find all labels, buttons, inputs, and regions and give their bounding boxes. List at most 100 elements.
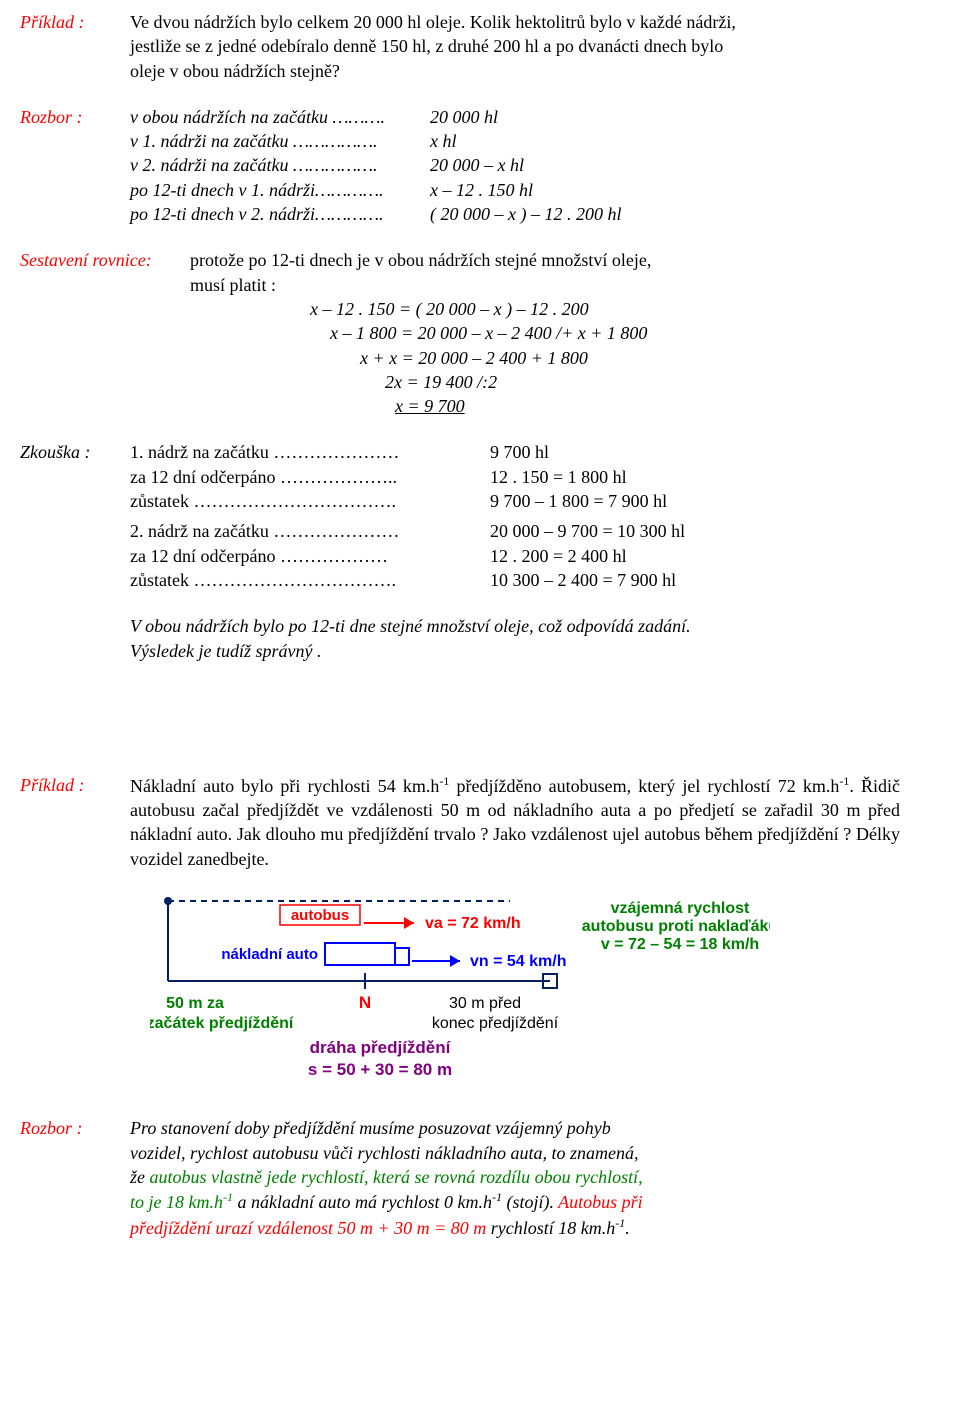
r2-l3: že autobus vlastně jede rychlostí, která… bbox=[130, 1165, 900, 1189]
rb-a: po 12-ti dnech v 2. nádrži…………. bbox=[130, 202, 430, 226]
label-rozbor-2: Rozbor : bbox=[20, 1116, 130, 1140]
r2-l4: to je 18 km.h-1 a nákladní auto má rychl… bbox=[130, 1189, 900, 1214]
dg-left2: začátek předjíždění bbox=[150, 1015, 294, 1032]
sup-2: -1 bbox=[839, 774, 849, 788]
ex2-p1a: Nákladní auto bylo při rychlosti 54 km.h bbox=[130, 776, 439, 796]
rb-a: v 2. nádrži na začátku ……………. bbox=[130, 153, 430, 177]
ex1-sestaveni-text: protože po 12-ti dnech je v obou nádržíc… bbox=[190, 248, 900, 297]
zk-line: za 12 dní odčerpáno ……………… 12 . 200 = 2 … bbox=[130, 544, 900, 568]
sup-3: -1 bbox=[223, 1190, 233, 1204]
zk-line: zůstatek ……………………………. 10 300 – 2 400 = 7… bbox=[130, 568, 900, 592]
ex2-p1b: předjížděno autobusem, který jel rychlos… bbox=[449, 776, 770, 796]
ex1-stmt2: jestliže se z jedné odebíralo denně 150 … bbox=[130, 34, 900, 58]
eq5: x = 9 700 bbox=[395, 394, 900, 418]
rb-a: v 1. nádrži na začátku ……………. bbox=[130, 129, 430, 153]
ex1-concl2: Výsledek je tudíž správný . bbox=[130, 639, 900, 663]
zk-line: za 12 dní odčerpáno ……………….. 12 . 150 = … bbox=[130, 465, 900, 489]
ex2-p2a: 72 km.h bbox=[778, 776, 840, 796]
r2-l4c: (stojí). bbox=[502, 1192, 554, 1212]
label-priklad: Příklad : bbox=[20, 10, 130, 34]
dg-label-N: N bbox=[359, 993, 371, 1012]
rb-b: 20 000 – x hl bbox=[430, 153, 524, 177]
ex1-statement: Ve dvou nádržích bylo celkem 20 000 hl o… bbox=[130, 10, 900, 83]
eq1: x – 12 . 150 = ( 20 000 – x ) – 12 . 200 bbox=[310, 297, 900, 321]
zk-line: 1. nádrž na začátku ………………… 9 700 hl bbox=[130, 440, 900, 464]
eq3: x + x = 20 000 – 2 400 + 1 800 bbox=[360, 346, 900, 370]
sr2: musí platit : bbox=[190, 273, 900, 297]
zk-line: 2. nádrž na začátku ………………… 20 000 – 9 7… bbox=[130, 519, 900, 543]
r2-l4b: a nákladní auto má rychlost 0 km.h bbox=[233, 1192, 492, 1212]
ex1-rozbor-row: Rozbor : v obou nádržích na začátku ……….… bbox=[20, 105, 900, 226]
zk-b: 10 300 – 2 400 = 7 900 hl bbox=[490, 568, 676, 592]
label-sestaveni: Sestavení rovnice: bbox=[20, 248, 190, 272]
dg-s: s = 50 + 30 = 80 m bbox=[308, 1060, 452, 1079]
ex1-zkouska-row: Zkouška : 1. nádrž na začátku ………………… 9 … bbox=[20, 440, 900, 592]
r2-l5b: 50 m + 30 m = 80 m bbox=[338, 1218, 487, 1238]
ex1-zkouska: 1. nádrž na začátku ………………… 9 700 hl za … bbox=[130, 440, 900, 592]
rb-b: 20 000 hl bbox=[430, 105, 498, 129]
zk-line: zůstatek ……………………………. 9 700 – 1 800 = 7 … bbox=[130, 489, 900, 513]
rb-line: v 1. nádrži na začátku ……………. x hl bbox=[130, 129, 900, 153]
zk-a: za 12 dní odčerpáno ……………… bbox=[130, 544, 490, 568]
ex2-statement: Nákladní auto bylo při rychlosti 54 km.h… bbox=[130, 773, 900, 871]
dg-right1: 30 m před bbox=[449, 995, 521, 1012]
rb-a: po 12-ti dnech v 1. nádrži…………. bbox=[130, 178, 430, 202]
r2-l5c: rychlostí 18 km.h bbox=[486, 1218, 615, 1238]
zk-b: 20 000 – 9 700 = 10 300 hl bbox=[490, 519, 685, 543]
label-zkouska: Zkouška : bbox=[20, 440, 130, 464]
rb-b: x – 12 . 150 hl bbox=[430, 178, 533, 202]
sup-4: -1 bbox=[492, 1190, 502, 1204]
dg-left1: 50 m za bbox=[166, 995, 224, 1012]
rb-a: v obou nádržích na začátku ………. bbox=[130, 105, 430, 129]
zk-b: 12 . 150 = 1 800 hl bbox=[490, 465, 627, 489]
zk-a: za 12 dní odčerpáno ……………….. bbox=[130, 465, 490, 489]
label-priklad-2: Příklad : bbox=[20, 773, 130, 797]
zk-b: 9 700 – 1 800 = 7 900 hl bbox=[490, 489, 667, 513]
dg-label-autobus: autobus bbox=[291, 907, 349, 924]
zk-b: 9 700 hl bbox=[490, 440, 549, 464]
ex1-equations: x – 12 . 150 = ( 20 000 – x ) – 12 . 200… bbox=[130, 297, 900, 418]
dg-right2: konec předjíždění bbox=[432, 1015, 559, 1032]
ex2-statement-row: Příklad : Nákladní auto bylo při rychlos… bbox=[20, 773, 900, 871]
rb-line: v obou nádržích na začátku ………. 20 000 h… bbox=[130, 105, 900, 129]
r2-l4d: Autobus při bbox=[554, 1192, 643, 1212]
r2-l4a: to je 18 km.h bbox=[130, 1192, 223, 1212]
rb-line: po 12-ti dnech v 2. nádrži…………. ( 20 000… bbox=[130, 202, 900, 226]
sr1: protože po 12-ti dnech je v obou nádržíc… bbox=[190, 248, 900, 272]
zk-a: 1. nádrž na začátku ………………… bbox=[130, 440, 490, 464]
zk-a: zůstatek ……………………………. bbox=[130, 568, 490, 592]
zk-a: 2. nádrž na začátku ………………… bbox=[130, 519, 490, 543]
eq2: x – 1 800 = 20 000 – x – 2 400 /+ x + 1 … bbox=[330, 321, 900, 345]
dg-vz-2: autobusu proti naklaďáku bbox=[582, 918, 770, 935]
rb-b: x hl bbox=[430, 129, 457, 153]
sup-5: -1 bbox=[615, 1216, 625, 1230]
zk-a: zůstatek ……………………………. bbox=[130, 489, 490, 513]
ex1-concl1: V obou nádržích bylo po 12-ti dne stejné… bbox=[130, 614, 900, 638]
sup-1: -1 bbox=[439, 774, 449, 788]
dg-label-nakl: nákladní auto bbox=[221, 946, 318, 963]
r2-l3b: autobus vlastně jede rychlostí, která se… bbox=[150, 1167, 643, 1187]
ex1-rozbor: v obou nádržích na začátku ………. 20 000 h… bbox=[130, 105, 900, 226]
r2-l5: předjíždění urazí vzdálenost 50 m + 30 m… bbox=[130, 1215, 900, 1240]
r2-l5a: předjíždění urazí vzdálenost bbox=[130, 1218, 338, 1238]
dg-vz-3: v = 72 – 54 = 18 km/h bbox=[601, 936, 759, 953]
ex2-rozbor: Pro stanovení doby předjíždění musíme po… bbox=[130, 1116, 900, 1239]
r2-l1: Pro stanovení doby předjíždění musíme po… bbox=[130, 1116, 900, 1140]
ex1-stmt3: oleje v obou nádržích stejně? bbox=[130, 59, 900, 83]
dg-vz-head: vzájemná rychlost bbox=[611, 900, 750, 917]
overtaking-diagram: autobus va = 72 km/h vzájemná rychlost a… bbox=[150, 883, 770, 1094]
label-rozbor: Rozbor : bbox=[20, 105, 130, 129]
ex2-rozbor-row: Rozbor : Pro stanovení doby předjíždění … bbox=[20, 1116, 900, 1239]
ex1-statement-row: Příklad : Ve dvou nádržích bylo celkem 2… bbox=[20, 10, 900, 83]
r2-l3a: že bbox=[130, 1167, 150, 1187]
ex1-stmt1: Ve dvou nádržích bylo celkem 20 000 hl o… bbox=[130, 10, 900, 34]
rb-line: po 12-ti dnech v 1. nádrži…………. x – 12 .… bbox=[130, 178, 900, 202]
rb-b: ( 20 000 – x ) – 12 . 200 hl bbox=[430, 202, 621, 226]
ex1-sestaveni-row: Sestavení rovnice: protože po 12-ti dnec… bbox=[20, 248, 900, 297]
eq4: 2x = 19 400 /:2 bbox=[385, 370, 900, 394]
rb-line: v 2. nádrži na začátku ……………. 20 000 – x… bbox=[130, 153, 900, 177]
dg-label-vn: vn = 54 km/h bbox=[470, 953, 567, 970]
dg-draha: dráha předjíždění bbox=[310, 1038, 452, 1057]
r2-l5d: . bbox=[625, 1218, 630, 1238]
zk-b: 12 . 200 = 2 400 hl bbox=[490, 544, 627, 568]
